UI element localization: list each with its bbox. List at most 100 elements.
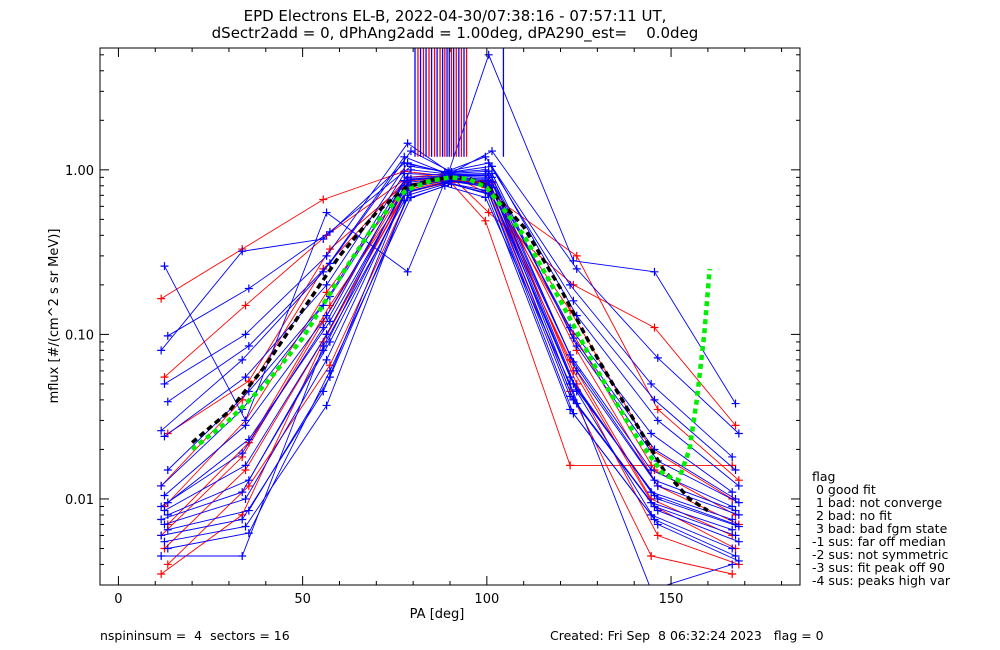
data-point-marker — [650, 476, 659, 485]
series-line — [167, 176, 739, 516]
data-point-marker — [238, 449, 247, 458]
data-point-marker — [650, 491, 659, 500]
data-point-marker — [403, 139, 412, 148]
data-point-marker — [728, 488, 737, 497]
data-point-marker — [322, 355, 331, 364]
flag-legend-title: flag — [812, 469, 836, 484]
data-point-marker — [734, 429, 743, 438]
data-point-marker — [650, 323, 659, 332]
series-blue-24 — [157, 175, 737, 534]
data-point-marker — [241, 301, 250, 310]
data-point-marker — [650, 267, 659, 276]
data-point-marker — [238, 552, 247, 561]
series-blue-11 — [163, 147, 743, 438]
data-point-marker — [403, 267, 412, 276]
data-point-marker — [734, 498, 743, 507]
data-point-marker — [160, 491, 169, 500]
flag-legend-item: 0 good fit — [812, 482, 876, 497]
series-blue-14 — [163, 147, 743, 490]
data-point-marker — [647, 586, 655, 594]
data-point-marker — [488, 162, 496, 171]
data-point-marker — [653, 353, 662, 362]
data-point-marker — [406, 147, 415, 156]
data-point-marker — [481, 152, 490, 161]
series-blue-18 — [157, 169, 737, 511]
x-tick-label: 100 — [474, 592, 499, 607]
series-blue-22 — [160, 174, 740, 529]
y-tick-label: 1.00 — [65, 164, 94, 179]
series-blue-30 — [157, 181, 737, 594]
data-point-marker — [403, 159, 412, 168]
flag-legend-item: 3 bad: bad fgm state — [812, 521, 948, 536]
data-point-marker — [647, 465, 656, 474]
data-point-marker — [569, 334, 578, 343]
series-blue-10 — [160, 50, 740, 425]
data-point-marker — [157, 294, 166, 303]
data-point-marker — [728, 525, 737, 534]
data-point-marker — [484, 50, 493, 59]
data-point-marker — [731, 494, 740, 503]
data-point-marker — [241, 373, 250, 382]
series-blue-17 — [163, 165, 743, 507]
data-point-marker — [566, 461, 575, 470]
data-point-marker — [484, 159, 493, 168]
data-point-marker — [319, 195, 328, 204]
data-point-marker — [734, 481, 743, 490]
data-point-marker — [484, 208, 493, 217]
data-point-marker — [566, 379, 575, 388]
data-point-marker — [238, 488, 247, 497]
data-point-marker — [566, 405, 575, 414]
data-point-marker — [400, 169, 409, 178]
series-line — [160, 170, 733, 466]
data-point-marker — [728, 515, 737, 524]
data-point-marker — [319, 387, 328, 396]
y-tick-label: 0.10 — [65, 328, 94, 343]
data-point-marker — [569, 409, 578, 418]
series-red-8 — [163, 177, 743, 569]
data-point-marker — [731, 421, 740, 430]
data-point-marker — [731, 465, 740, 474]
series-line — [164, 180, 736, 549]
data-point-marker — [488, 147, 496, 156]
data-point-marker — [734, 522, 743, 531]
data-point-marker — [322, 401, 331, 410]
x-tick-label: 0 — [114, 592, 122, 607]
data-point-marker — [650, 395, 659, 404]
axis-layer: 0 50 100 150 0.01 0.10 1.00 — [65, 48, 800, 607]
series-line — [167, 150, 740, 434]
data-point-marker — [241, 494, 250, 503]
data-point-marker — [244, 284, 253, 293]
data-point-marker — [163, 465, 172, 474]
series-line — [160, 180, 733, 536]
data-point-marker — [400, 196, 409, 205]
data-point-marker — [322, 280, 331, 289]
data-point-marker — [241, 522, 250, 531]
data-point-marker — [160, 379, 169, 388]
data-point-marker — [238, 247, 247, 256]
data-point-marker — [157, 515, 166, 524]
data-point-marker — [647, 379, 656, 388]
data-point-marker — [731, 399, 740, 408]
data-point-marker — [163, 544, 172, 553]
spike-layer — [414, 48, 505, 157]
data-point-marker — [653, 481, 662, 490]
data-point-marker — [319, 323, 328, 332]
flag-legend-item: 2 bad: no fit — [812, 508, 892, 523]
data-point-marker — [728, 544, 737, 553]
series-line — [164, 180, 736, 536]
data-point-marker — [319, 267, 328, 276]
series-blue-13 — [160, 139, 740, 474]
x-axis-label: PA [deg] — [410, 607, 465, 622]
flag-legend: flag 0 good fit 1 bad: not converge 2 ba… — [812, 470, 950, 587]
data-point-marker — [244, 506, 253, 515]
series-line — [160, 156, 733, 458]
data-point-marker — [157, 346, 166, 355]
data-point-marker — [238, 515, 247, 524]
series-layer — [157, 50, 743, 594]
data-point-marker — [572, 264, 581, 273]
series-line — [164, 162, 736, 500]
fit-layer — [190, 175, 712, 513]
data-point-marker — [647, 429, 656, 438]
data-point-marker — [731, 506, 740, 515]
